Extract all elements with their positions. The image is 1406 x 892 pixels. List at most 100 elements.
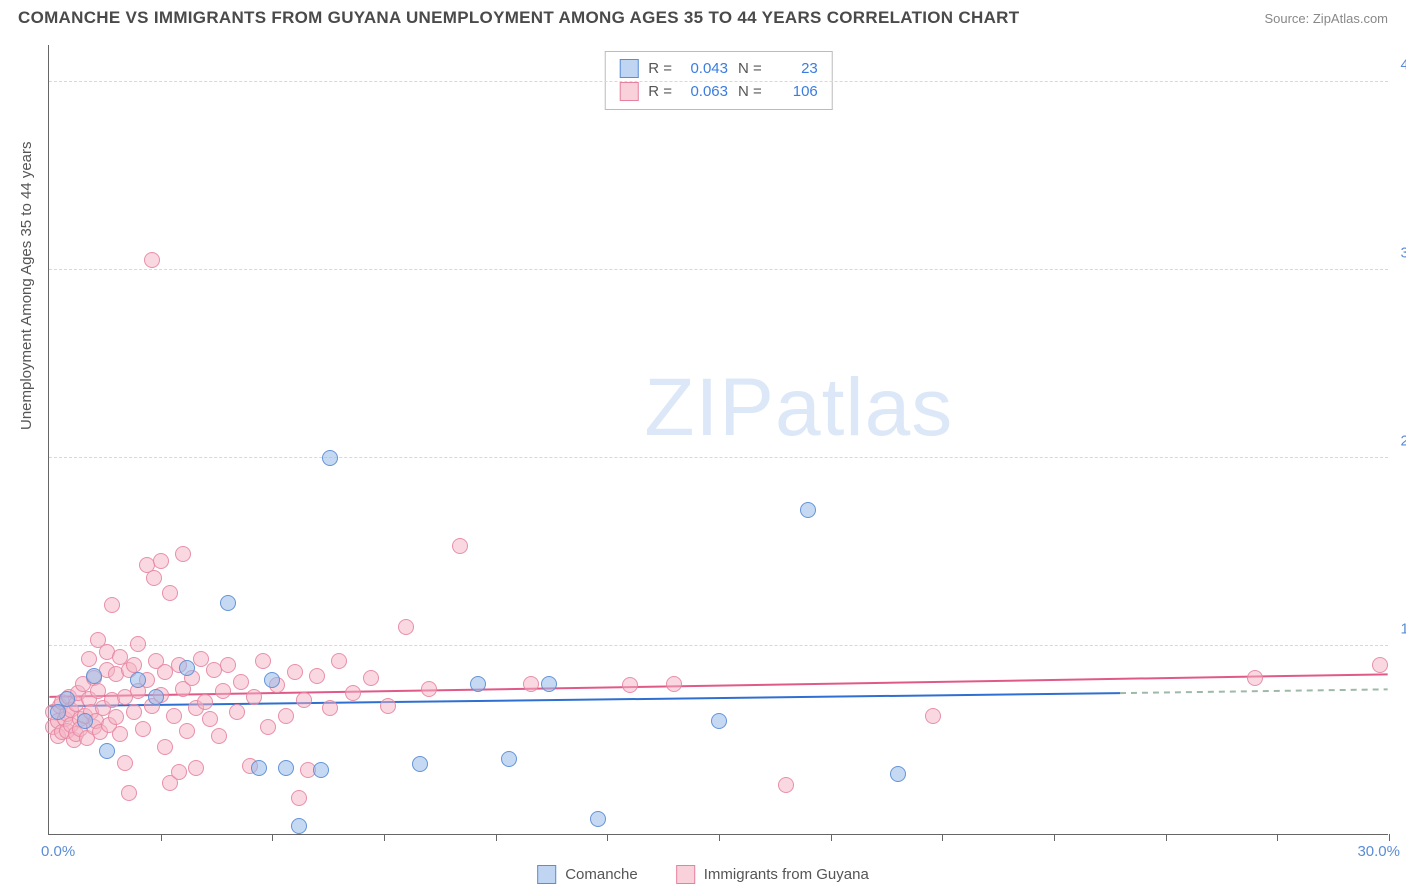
x-tick-mark [161, 834, 162, 841]
swatch-guyana-icon [619, 82, 638, 101]
n-value-guyana: 106 [772, 80, 818, 103]
scatter-chart: ZIPatlas R = 0.043 N = 23 R = 0.063 N = … [48, 45, 1388, 835]
data-point [296, 692, 312, 708]
data-point [255, 653, 271, 669]
y-tick-label: 30.0% [1400, 244, 1406, 261]
data-point [291, 790, 307, 806]
legend: Comanche Immigrants from Guyana [537, 865, 869, 884]
data-point [233, 674, 249, 690]
data-point [117, 755, 133, 771]
data-point [1247, 670, 1263, 686]
data-point [925, 708, 941, 724]
data-point [890, 766, 906, 782]
source-attribution: Source: ZipAtlas.com [1264, 11, 1388, 26]
data-point [622, 677, 638, 693]
grid-line-h [49, 645, 1388, 646]
data-point [99, 743, 115, 759]
data-point [179, 723, 195, 739]
data-point [523, 676, 539, 692]
r-label: R = [648, 57, 672, 80]
data-point [130, 636, 146, 652]
grid-line-h [49, 81, 1388, 82]
grid-line-h [49, 269, 1388, 270]
n-label: N = [738, 57, 762, 80]
x-tick-mark [1054, 834, 1055, 841]
data-point [193, 651, 209, 667]
data-point [153, 553, 169, 569]
swatch-comanche-icon [619, 59, 638, 78]
x-tick-mark [831, 834, 832, 841]
data-point [313, 762, 329, 778]
data-point [278, 760, 294, 776]
legend-swatch-comanche-icon [537, 865, 556, 884]
x-tick-mark [942, 834, 943, 841]
y-tick-label: 10.0% [1400, 620, 1406, 637]
x-tick-mark [1277, 834, 1278, 841]
data-point [188, 760, 204, 776]
data-point [363, 670, 379, 686]
data-point [146, 570, 162, 586]
data-point [229, 704, 245, 720]
x-tick-mark [272, 834, 273, 841]
grid-line-h [49, 457, 1388, 458]
y-tick-label: 20.0% [1400, 432, 1406, 449]
x-tick-mark [719, 834, 720, 841]
data-point [162, 585, 178, 601]
data-point [251, 760, 267, 776]
data-point [800, 502, 816, 518]
stats-row-guyana: R = 0.063 N = 106 [619, 80, 818, 103]
legend-item-guyana: Immigrants from Guyana [676, 865, 869, 884]
y-axis-label: Unemployment Among Ages 35 to 44 years [18, 141, 35, 430]
data-point [171, 764, 187, 780]
x-tick-min: 0.0% [41, 843, 75, 860]
data-point [144, 252, 160, 268]
data-point [112, 726, 128, 742]
r-value-guyana: 0.063 [682, 80, 728, 103]
r-value-comanche: 0.043 [682, 57, 728, 80]
data-point [291, 818, 307, 834]
watermark: ZIPatlas [644, 361, 953, 455]
x-tick-mark [607, 834, 608, 841]
data-point [77, 713, 93, 729]
n-value-comanche: 23 [772, 57, 818, 80]
x-tick-mark [1389, 834, 1390, 841]
data-point [86, 668, 102, 684]
data-point [778, 777, 794, 793]
legend-label-comanche: Comanche [565, 866, 638, 883]
legend-item-comanche: Comanche [537, 865, 638, 884]
y-tick-label: 40.0% [1400, 56, 1406, 73]
data-point [590, 811, 606, 827]
data-point [541, 676, 557, 692]
data-point [135, 721, 151, 737]
data-point [264, 672, 280, 688]
data-point [202, 711, 218, 727]
data-point [211, 728, 227, 744]
data-point [345, 685, 361, 701]
data-point [278, 708, 294, 724]
data-point [126, 704, 142, 720]
data-point [175, 546, 191, 562]
data-point [81, 651, 97, 667]
data-point [59, 691, 75, 707]
data-point [220, 657, 236, 673]
x-tick-max: 30.0% [1357, 843, 1400, 860]
x-tick-mark [496, 834, 497, 841]
data-point [380, 698, 396, 714]
data-point [121, 785, 137, 801]
data-point [309, 668, 325, 684]
legend-label-guyana: Immigrants from Guyana [704, 866, 869, 883]
data-point [108, 709, 124, 725]
data-point [322, 450, 338, 466]
stats-row-comanche: R = 0.043 N = 23 [619, 57, 818, 80]
data-point [126, 657, 142, 673]
legend-swatch-guyana-icon [676, 865, 695, 884]
data-point [470, 676, 486, 692]
chart-title: COMANCHE VS IMMIGRANTS FROM GUYANA UNEMP… [18, 8, 1019, 28]
data-point [166, 708, 182, 724]
data-point [104, 597, 120, 613]
n-label: N = [738, 80, 762, 103]
data-point [412, 756, 428, 772]
data-point [398, 619, 414, 635]
data-point [179, 660, 195, 676]
data-point [148, 689, 164, 705]
